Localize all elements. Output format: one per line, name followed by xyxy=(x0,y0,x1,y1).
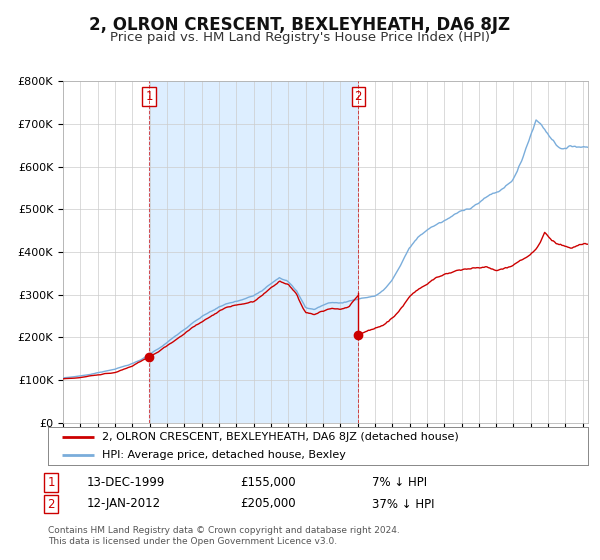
Text: 13-DEC-1999: 13-DEC-1999 xyxy=(87,476,166,489)
Text: 37% ↓ HPI: 37% ↓ HPI xyxy=(372,497,434,511)
Bar xyxy=(149,81,358,423)
Text: £155,000: £155,000 xyxy=(240,476,296,489)
Text: 12-JAN-2012: 12-JAN-2012 xyxy=(87,497,161,511)
Text: 2: 2 xyxy=(355,90,362,103)
Text: 2, OLRON CRESCENT, BEXLEYHEATH, DA6 8JZ: 2, OLRON CRESCENT, BEXLEYHEATH, DA6 8JZ xyxy=(89,16,511,34)
Text: 2: 2 xyxy=(47,497,55,511)
Text: £205,000: £205,000 xyxy=(240,497,296,511)
Text: Contains HM Land Registry data © Crown copyright and database right 2024.
This d: Contains HM Land Registry data © Crown c… xyxy=(48,526,400,546)
Text: 1: 1 xyxy=(145,90,152,103)
Text: HPI: Average price, detached house, Bexley: HPI: Average price, detached house, Bexl… xyxy=(102,450,346,460)
Text: 1: 1 xyxy=(47,476,55,489)
Text: Price paid vs. HM Land Registry's House Price Index (HPI): Price paid vs. HM Land Registry's House … xyxy=(110,31,490,44)
Text: 7% ↓ HPI: 7% ↓ HPI xyxy=(372,476,427,489)
Text: 2, OLRON CRESCENT, BEXLEYHEATH, DA6 8JZ (detached house): 2, OLRON CRESCENT, BEXLEYHEATH, DA6 8JZ … xyxy=(102,432,459,442)
